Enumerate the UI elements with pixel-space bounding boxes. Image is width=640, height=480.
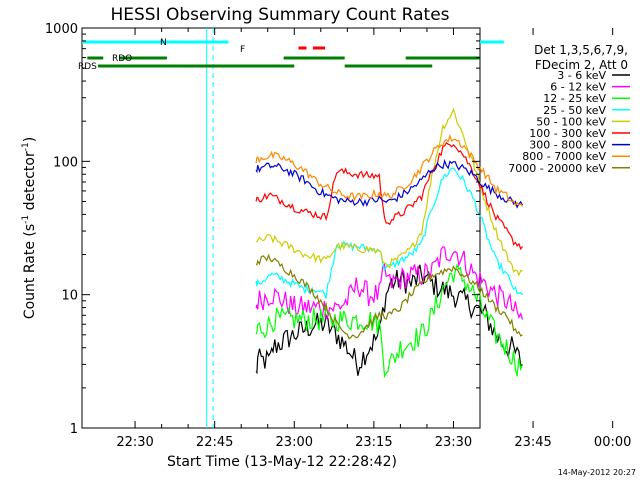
- y-axis-label-part1: Count Rate (s: [22, 224, 38, 319]
- legend-header-2: FDecim 2, Att 0: [535, 58, 628, 72]
- legend-label-50-100-kev: 50 - 100 keV: [536, 115, 606, 128]
- series-line-3-6-kev: [255, 264, 523, 376]
- legend-label-25-50-kev: 25 - 50 keV: [543, 104, 606, 117]
- footer-date: 14-May-2012 20:27: [558, 468, 636, 477]
- x-axis-ticks: 22:30 22:45 23:00 23:15 23:30 23:45 00:00: [116, 28, 631, 450]
- series-lines: [255, 107, 524, 379]
- legend: Det 1,3,5,6,7,9, FDecim 2, Att 0 3 - 6 k…: [508, 43, 630, 175]
- y-axis-label-part3: ): [22, 137, 38, 142]
- x-tick-label-22-45: 22:45: [196, 435, 233, 450]
- legend-label-6-12-kev: 6 - 12 keV: [550, 81, 606, 94]
- y-axis-label-sup2: -1: [21, 142, 31, 151]
- legend-label-12-25-kev: 12 - 25 keV: [543, 92, 606, 105]
- y-tick-label-100: 100: [53, 155, 78, 170]
- series-line-12-25-kev: [255, 263, 524, 379]
- series-line-7000-20000-kev: [255, 253, 523, 340]
- legend-label-7000-20000-kev: 7000 - 20000 keV: [508, 162, 606, 175]
- y-axis-label: Count Rate (s-1 detector-1): [21, 137, 38, 319]
- x-tick-label-22-30: 22:30: [116, 435, 153, 450]
- x-tick-label-23-15: 23:15: [355, 435, 392, 450]
- y-axis-label-part2: detector: [22, 151, 38, 215]
- flag-rds-label: RDS: [78, 62, 97, 72]
- legend-header-1: Det 1,3,5,6,7,9,: [534, 43, 628, 57]
- y-axis-ticks: 1 10 100 1000: [45, 22, 480, 437]
- series-line-6-12-kev: [255, 246, 524, 321]
- x-tick-label-23-00: 23:00: [276, 435, 313, 450]
- plot-area: [81, 27, 481, 429]
- series-line-300-800-kev: [255, 158, 524, 209]
- vertical-markers: [206, 28, 214, 428]
- x-tick-label-23-45: 23:45: [514, 435, 551, 450]
- legend-label-3-6-kev: 3 - 6 keV: [557, 69, 606, 82]
- flag-rdo-label: RDO: [112, 54, 132, 64]
- legend-label-800-7000-kev: 800 - 7000 keV: [522, 150, 606, 163]
- series-line-25-50-kev: [255, 167, 523, 299]
- y-axis-label-sup1: -1: [21, 215, 31, 224]
- flag-bars: N F RDO RDS: [78, 38, 504, 72]
- x-tick-label-00-00: 00:00: [594, 435, 631, 450]
- y-tick-label-1000: 1000: [45, 22, 78, 37]
- flag-n-label: N: [160, 38, 167, 48]
- plot-border: [81, 27, 481, 429]
- chart-title: HESSI Observing Summary Count Rates: [110, 5, 449, 25]
- y-tick-label-10: 10: [61, 289, 78, 304]
- legend-label-100-300-kev: 100 - 300 keV: [529, 127, 606, 140]
- legend-label-300-800-kev: 300 - 800 keV: [529, 139, 606, 152]
- x-axis-label: Start Time (13-May-12 22:28:42): [167, 454, 397, 470]
- flag-f-label: F: [240, 45, 245, 55]
- y-tick-label-1: 1: [70, 422, 78, 437]
- x-tick-label-23-30: 23:30: [435, 435, 472, 450]
